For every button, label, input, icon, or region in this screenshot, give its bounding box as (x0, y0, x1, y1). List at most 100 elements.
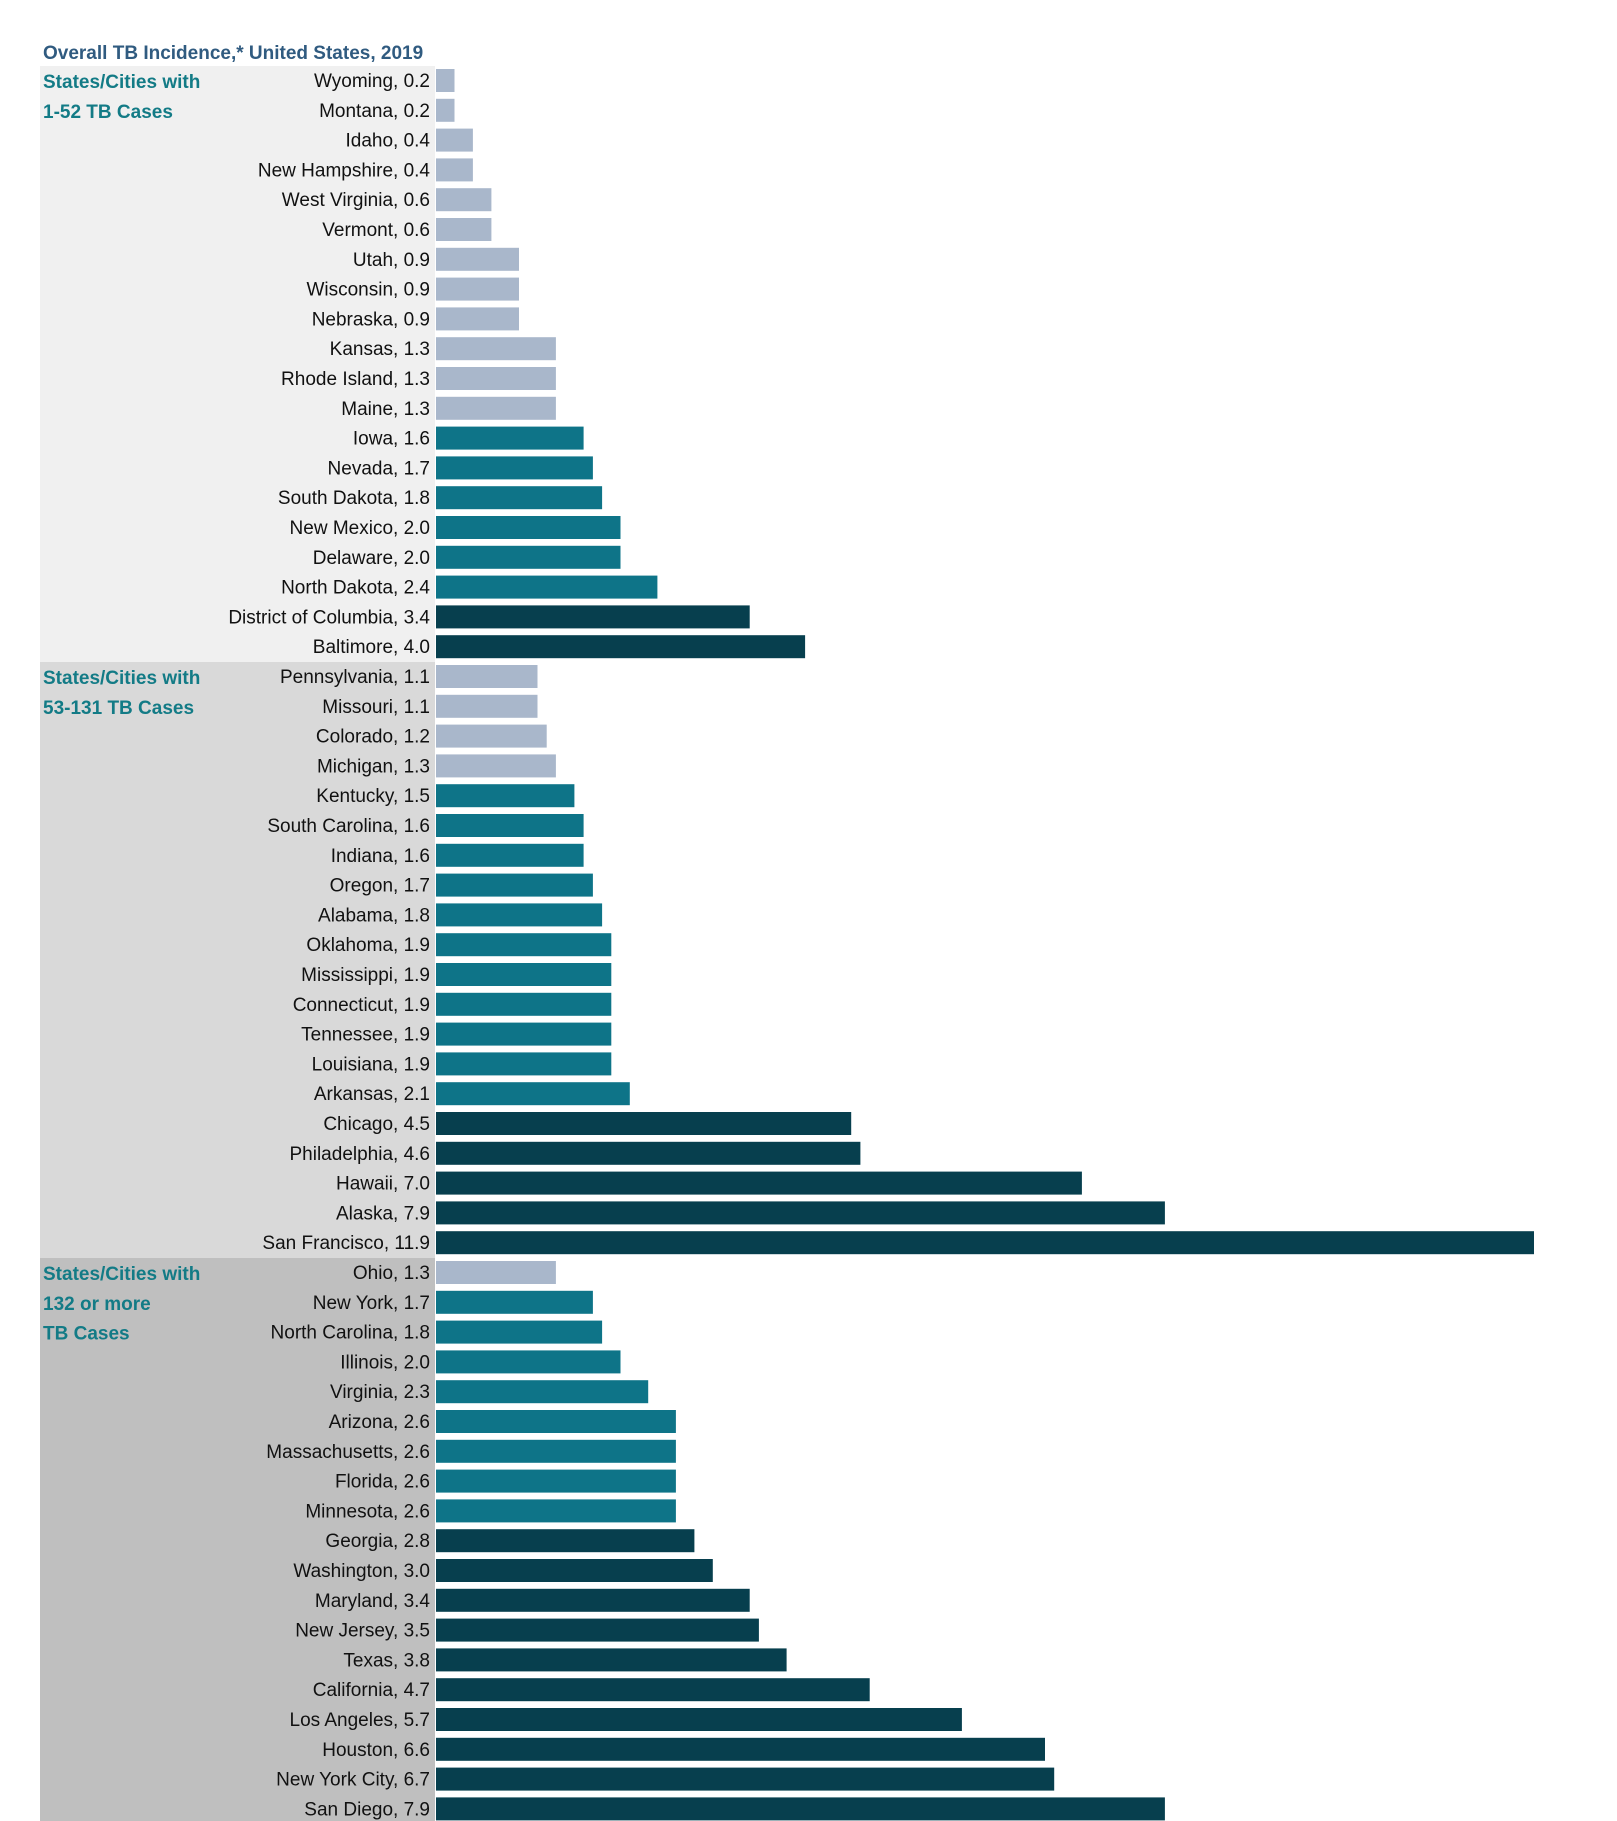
bars (436, 69, 1534, 1821)
bar-label-kentucky: Kentucky, 1.5 (316, 786, 430, 807)
bar-maryland (436, 1588, 750, 1612)
bar-label-arkansas: Arkansas, 2.1 (314, 1084, 430, 1105)
bar-label-wyoming: Wyoming, 0.2 (314, 71, 430, 92)
bar-label-oregon: Oregon, 1.7 (330, 876, 430, 897)
bar-label-arizona: Arizona, 2.6 (329, 1412, 430, 1433)
chart-title: Overall TB Incidence,* United States, 20… (43, 43, 423, 64)
bar-label-maryland: Maryland, 3.4 (315, 1591, 431, 1612)
bar-west-virginia (436, 188, 492, 212)
bar-texas (436, 1648, 787, 1672)
bar-rhode-island (436, 367, 556, 390)
bar-pennsylvania (436, 665, 538, 688)
bar-oregon (436, 873, 593, 897)
group-3-label-line-2: 132 or more (43, 1294, 151, 1315)
bar-label-maine: Maine, 1.3 (341, 399, 430, 420)
bar-virginia (436, 1380, 649, 1404)
bar-missouri (436, 694, 538, 718)
bar-label-san-francisco: San Francisco, 11.9 (262, 1233, 430, 1254)
bar-alaska (436, 1201, 1165, 1225)
bar-san-diego (436, 1797, 1165, 1821)
bar-label-philadelphia: Philadelphia, 4.6 (290, 1144, 431, 1165)
bar-washington (436, 1559, 713, 1582)
bar-utah (436, 247, 519, 271)
bar-label-wisconsin: Wisconsin, 0.9 (306, 280, 430, 301)
bar-label-baltimore: Baltimore, 4.0 (313, 637, 430, 658)
bar-idaho (436, 128, 473, 152)
bar-label-missouri: Missouri, 1.1 (322, 697, 430, 718)
bar-label-san-diego: San Diego, 7.9 (304, 1799, 430, 1820)
bar-label-new-jersey: New Jersey, 3.5 (295, 1621, 430, 1642)
bar-label-north-dakota: North Dakota, 2.4 (281, 578, 430, 599)
bar-nevada (436, 456, 593, 480)
bar-iowa (436, 426, 584, 450)
bar-oklahoma (436, 933, 612, 957)
bar-label-california: California, 4.7 (313, 1680, 430, 1701)
bar-new-york (436, 1290, 593, 1314)
bar-san-francisco (436, 1231, 1534, 1255)
bar-label-district-of-columbia: District of Columbia, 3.4 (228, 607, 430, 628)
group-2-label-line-1: States/Cities with (43, 668, 200, 689)
bar-label-utah: Utah, 0.9 (353, 250, 430, 271)
bar-label-alaska: Alaska, 7.9 (336, 1203, 430, 1224)
bar-label-mississippi: Mississippi, 1.9 (301, 965, 430, 986)
group-labels: States/Cities with 1-52 TB Cases States/Ci… (43, 72, 200, 1345)
group-1-background (40, 66, 435, 662)
bar-label-illinois: Illinois, 2.0 (340, 1352, 430, 1373)
bar-label-connecticut: Connecticut, 1.9 (293, 995, 430, 1016)
bar-label-south-dakota: South Dakota, 1.8 (278, 488, 430, 509)
group-2-background (40, 662, 435, 1258)
bar-ohio (436, 1261, 556, 1284)
bar-label-georgia: Georgia, 2.8 (325, 1531, 430, 1552)
bar-label-vermont: Vermont, 0.6 (322, 220, 430, 241)
bar-label-west-virginia: West Virginia, 0.6 (282, 190, 430, 211)
bar-new-york-city (436, 1767, 1055, 1791)
bar-new-mexico (436, 516, 621, 539)
bar-massachusetts (436, 1439, 676, 1463)
bar-montana (436, 98, 455, 122)
bar-label-hawaii: Hawaii, 7.0 (336, 1174, 430, 1195)
bar-south-dakota (436, 486, 603, 510)
bar-label-alabama: Alabama, 1.8 (318, 905, 430, 926)
bar-label-north-carolina: North Carolina, 1.8 (271, 1323, 430, 1344)
bar-minnesota (436, 1499, 676, 1523)
bar-label-chicago: Chicago, 4.5 (323, 1114, 430, 1135)
bar-delaware (436, 545, 621, 569)
bar-label-minnesota: Minnesota, 2.6 (305, 1501, 430, 1522)
bar-label-nebraska: Nebraska, 0.9 (312, 309, 430, 330)
bar-arkansas (436, 1082, 630, 1106)
group-3-background (40, 1258, 435, 1821)
bar-arizona (436, 1410, 676, 1433)
bar-label-louisiana: Louisiana, 1.9 (312, 1054, 430, 1075)
bar-hawaii (436, 1171, 1082, 1195)
bar-california (436, 1678, 870, 1702)
bar-south-carolina (436, 814, 584, 837)
bar-maine (436, 396, 556, 420)
bar-label-virginia: Virginia, 2.3 (330, 1382, 430, 1403)
bar-vermont (436, 218, 492, 241)
bar-north-carolina (436, 1320, 603, 1344)
bar-wyoming (436, 69, 455, 92)
bar-tennessee (436, 1022, 612, 1046)
bar-label-pennsylvania: Pennsylvania, 1.1 (280, 667, 430, 688)
bar-label-nevada: Nevada, 1.7 (328, 458, 430, 479)
bar-label-ohio: Ohio, 1.3 (353, 1263, 430, 1284)
bar-louisiana (436, 1052, 612, 1076)
bar-north-dakota (436, 575, 658, 599)
bar-label-south-carolina: South Carolina, 1.6 (267, 816, 430, 837)
row-labels: Wyoming, 0.2 Montana, 0.2 Idaho, 0.4 New Ha… (228, 71, 430, 1820)
bar-alabama (436, 903, 603, 927)
bar-label-montana: Montana, 0.2 (319, 101, 430, 122)
bar-label-new-mexico: New Mexico, 2.0 (290, 518, 430, 539)
bar-houston (436, 1737, 1045, 1761)
bar-indiana (436, 843, 584, 867)
group-1-label-line-2: 1-52 TB Cases (43, 102, 173, 123)
bar-label-oklahoma: Oklahoma, 1.9 (306, 935, 430, 956)
bar-label-colorado: Colorado, 1.2 (316, 727, 430, 748)
group-backgrounds (40, 66, 435, 1821)
bar-baltimore (436, 635, 806, 659)
bar-new-hampshire (436, 158, 473, 182)
bar-georgia (436, 1529, 695, 1553)
bar-label-indiana: Indiana, 1.6 (331, 846, 430, 867)
bar-label-houston: Houston, 6.6 (322, 1740, 430, 1761)
